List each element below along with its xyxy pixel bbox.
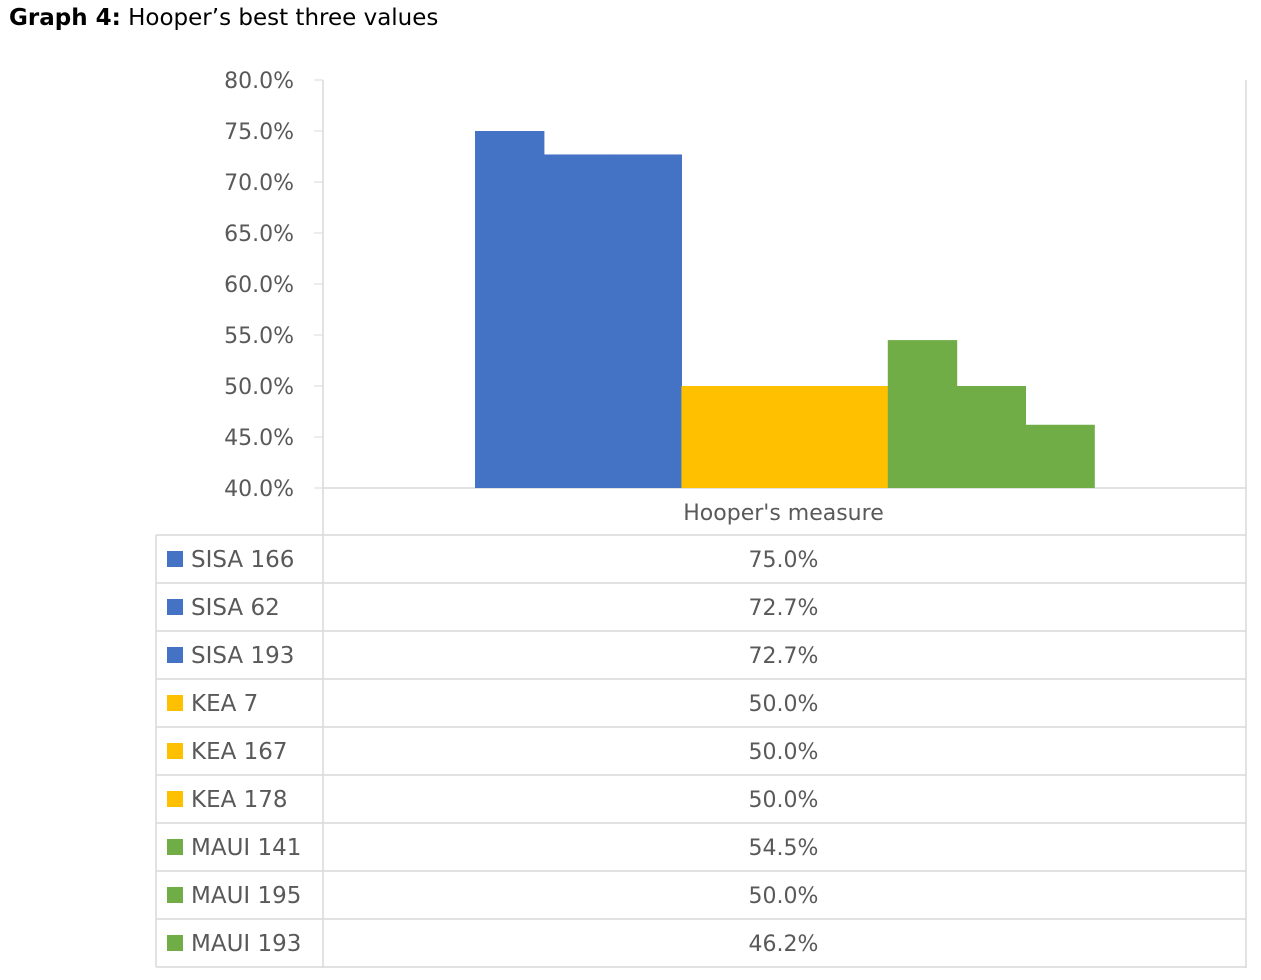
data-value-label: 72.7% [749, 644, 819, 669]
caption-text: Hooper’s best three values [128, 5, 439, 31]
bar [819, 386, 889, 488]
y-tick-label: 55.0% [224, 324, 294, 349]
x-category-label: Hooper's measure [683, 501, 883, 526]
legend-series-name: SISA 166 [191, 547, 294, 573]
legend-series-name: SISA 193 [191, 643, 294, 669]
legend-series-name: MAUI 193 [191, 931, 301, 957]
legend-swatch [167, 599, 183, 615]
legend-series-name: KEA 167 [191, 739, 288, 765]
bar [1025, 424, 1095, 488]
bar [543, 154, 614, 488]
legend-swatch [167, 647, 183, 663]
data-value-label: 50.0% [749, 692, 819, 717]
legend-swatch [167, 887, 183, 903]
legend-series-name: KEA 178 [191, 787, 288, 813]
data-value-label: 54.5% [749, 836, 819, 861]
legend-swatch [167, 791, 183, 807]
data-value-label: 72.7% [749, 596, 819, 621]
data-value-label: 50.0% [749, 788, 819, 813]
y-tick-label: 50.0% [224, 375, 294, 400]
legend-series-name: KEA 7 [191, 691, 258, 717]
y-tick-label: 60.0% [224, 273, 294, 298]
data-value-label: 50.0% [749, 740, 819, 765]
data-value-label: 46.2% [749, 932, 819, 957]
bar [475, 131, 545, 488]
y-tick-label: 40.0% [224, 477, 294, 502]
bar [681, 386, 751, 488]
bar [612, 154, 682, 488]
legend-swatch [167, 551, 183, 567]
y-tick-label: 80.0% [224, 69, 294, 94]
bar [750, 386, 820, 488]
legend-swatch [167, 935, 183, 951]
legend-swatch [167, 743, 183, 759]
legend-series-name: MAUI 195 [191, 883, 301, 909]
legend-series-name: SISA 62 [191, 595, 280, 621]
y-tick-label: 70.0% [224, 171, 294, 196]
y-tick-label: 75.0% [224, 120, 294, 145]
caption-label: Graph 4: [9, 5, 121, 31]
data-value-label: 50.0% [749, 884, 819, 909]
legend-swatch [167, 839, 183, 855]
data-value-label: 75.0% [749, 548, 819, 573]
bar [887, 340, 958, 488]
legend-swatch [167, 695, 183, 711]
y-tick-label: 45.0% [224, 426, 294, 451]
chart-caption: Graph 4: Hooper’s best three values [9, 5, 438, 31]
legend-series-name: MAUI 141 [191, 835, 301, 861]
bar [956, 386, 1026, 488]
y-tick-label: 65.0% [224, 222, 294, 247]
